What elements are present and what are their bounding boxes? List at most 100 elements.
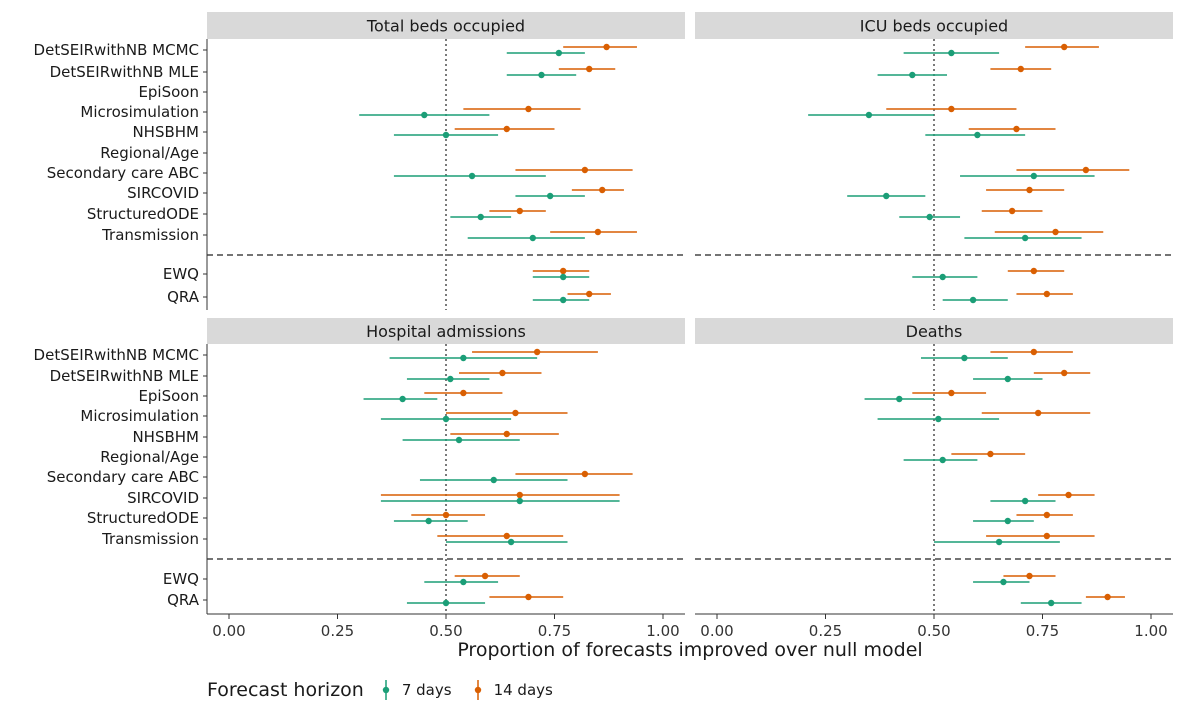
point-7-days-microsimulation <box>935 415 942 423</box>
point-14-days-transmission <box>1052 228 1059 236</box>
point-7-days-detseirwithnb-mcmc <box>961 354 968 362</box>
y-tick-label-detseirwithnb-mle: DetSEIRwithNB MLE <box>50 367 199 385</box>
panel-title-deaths: Deaths <box>906 322 963 341</box>
point-14-days-nhsbhm <box>1013 125 1020 133</box>
point-7-days-detseirwithnb-mle <box>1004 375 1011 383</box>
x-tick-label: 0.75 <box>1026 622 1059 640</box>
point-7-days-transmission <box>1021 234 1029 242</box>
point-14-days-transmission <box>503 532 510 540</box>
y-tick-label-sircovid: SIRCOVID <box>127 489 199 507</box>
point-7-days-ewq <box>559 273 567 281</box>
point-7-days-detseirwithnb-mcmc <box>555 49 563 57</box>
y-tick-label-transmission: Transmission <box>101 226 199 244</box>
legend-item-7-days: 7 days <box>376 676 452 704</box>
point-7-days-microsimulation <box>421 111 428 119</box>
point-14-days-detseirwithnb-mcmc <box>1030 348 1038 356</box>
point-7-days-structuredode <box>477 213 484 221</box>
x-tick-label: 0.50 <box>429 622 462 640</box>
point-14-days-episoon <box>460 389 467 397</box>
point-14-days-transmission <box>1043 532 1051 540</box>
point-7-days-detseirwithnb-mle <box>447 375 454 383</box>
point-14-days-sircovid <box>599 186 606 194</box>
point-7-days-sircovid <box>546 192 554 200</box>
point-7-days-detseirwithnb-mcmc <box>948 49 955 57</box>
point-14-days-sircovid <box>1065 491 1072 499</box>
point-14-days-microsimulation <box>948 105 955 113</box>
legend: Forecast horizon 7 days 14 days <box>207 676 569 704</box>
point-7-days-ewq <box>1000 578 1007 586</box>
point-7-days-transmission <box>529 234 536 242</box>
y-tick-label-regional-age: Regional/Age <box>100 448 199 466</box>
y-tick-label-secondary-care-abc: Secondary care ABC <box>47 468 199 486</box>
point-7-days-structuredode <box>1004 517 1011 525</box>
legend-label-14-days: 14 days <box>493 681 553 699</box>
panel-title-icu-beds-occupied: ICU beds occupied <box>860 17 1008 36</box>
panel-strip-hospital-admissions <box>207 318 685 344</box>
point-14-days-nhsbhm <box>503 430 510 438</box>
legend-key-14-days-icon <box>474 680 481 700</box>
y-tick-label-transmission: Transmission <box>101 530 199 548</box>
y-tick-label-qra: QRA <box>167 288 200 306</box>
point-14-days-qra <box>1104 593 1111 601</box>
panel-strip-total-beds-occupied <box>207 12 685 39</box>
legend-key-7-days-icon <box>382 680 390 700</box>
x-tick-label: 0.50 <box>917 622 950 640</box>
point-7-days-ewq <box>460 578 467 586</box>
y-tick-label-microsimulation: Microsimulation <box>80 407 199 425</box>
x-tick-label: 0.75 <box>538 622 571 640</box>
point-7-days-secondary-care-abc <box>490 476 497 484</box>
point-14-days-detseirwithnb-mle <box>499 369 506 377</box>
x-axis-title: Proportion of forecasts improved over nu… <box>457 639 922 661</box>
legend-label-7-days: 7 days <box>401 681 452 699</box>
y-tick-label-detseirwithnb-mle: DetSEIRwithNB MLE <box>50 63 199 81</box>
point-14-days-episoon <box>948 389 955 397</box>
y-tick-label-detseirwithnb-mcmc: DetSEIRwithNB MCMC <box>34 346 199 364</box>
point-14-days-microsimulation <box>525 105 532 113</box>
y-tick-label-qra: QRA <box>167 591 200 609</box>
point-7-days-transmission <box>507 538 515 546</box>
y-tick-label-sircovid: SIRCOVID <box>127 184 199 202</box>
point-14-days-secondary-care-abc <box>581 470 589 478</box>
point-14-days-sircovid <box>1026 186 1033 194</box>
point-7-days-episoon <box>896 395 903 403</box>
x-tick-label: 0.00 <box>212 622 245 640</box>
point-7-days-regional-age <box>939 456 946 464</box>
point-7-days-microsimulation <box>865 111 873 119</box>
point-14-days-regional-age <box>987 450 994 458</box>
point-14-days-microsimulation <box>1034 409 1042 417</box>
legend-title: Forecast horizon <box>207 679 364 701</box>
point-14-days-structuredode <box>516 207 523 215</box>
point-7-days-nhsbhm <box>442 131 450 139</box>
legend-item-14-days: 14 days <box>468 676 553 704</box>
panel-strip-icu-beds-occupied <box>695 12 1173 39</box>
point-14-days-secondary-care-abc <box>1082 166 1090 174</box>
point-7-days-transmission <box>995 538 1003 546</box>
y-tick-label-structuredode: StructuredODE <box>87 205 199 223</box>
point-7-days-episoon <box>399 395 406 403</box>
point-7-days-sircovid <box>516 497 523 505</box>
panel-strip-deaths <box>695 318 1173 344</box>
point-14-days-detseirwithnb-mle <box>586 65 593 73</box>
x-tick-label: 1.00 <box>646 622 679 640</box>
point-7-days-detseirwithnb-mcmc <box>460 354 467 362</box>
point-14-days-microsimulation <box>512 409 519 417</box>
point-14-days-qra <box>1043 290 1051 298</box>
point-7-days-structuredode <box>425 517 432 525</box>
point-14-days-detseirwithnb-mle <box>1061 369 1068 377</box>
y-tick-label-regional-age: Regional/Age <box>100 144 199 162</box>
y-tick-label-ewq: EWQ <box>163 570 199 588</box>
point-7-days-qra <box>1047 599 1055 607</box>
point-7-days-secondary-care-abc <box>468 172 476 180</box>
point-7-days-ewq <box>939 273 946 281</box>
point-14-days-qra <box>586 290 593 298</box>
x-tick-label: 0.25 <box>321 622 354 640</box>
x-tick-label: 1.00 <box>1134 622 1167 640</box>
point-7-days-qra <box>442 599 450 607</box>
point-7-days-sircovid <box>1021 497 1029 505</box>
point-7-days-detseirwithnb-mle <box>538 71 545 79</box>
y-tick-label-microsimulation: Microsimulation <box>80 103 199 121</box>
point-7-days-structuredode <box>926 213 933 221</box>
point-14-days-detseirwithnb-mle <box>1017 65 1024 73</box>
point-14-days-structuredode <box>1008 207 1016 215</box>
